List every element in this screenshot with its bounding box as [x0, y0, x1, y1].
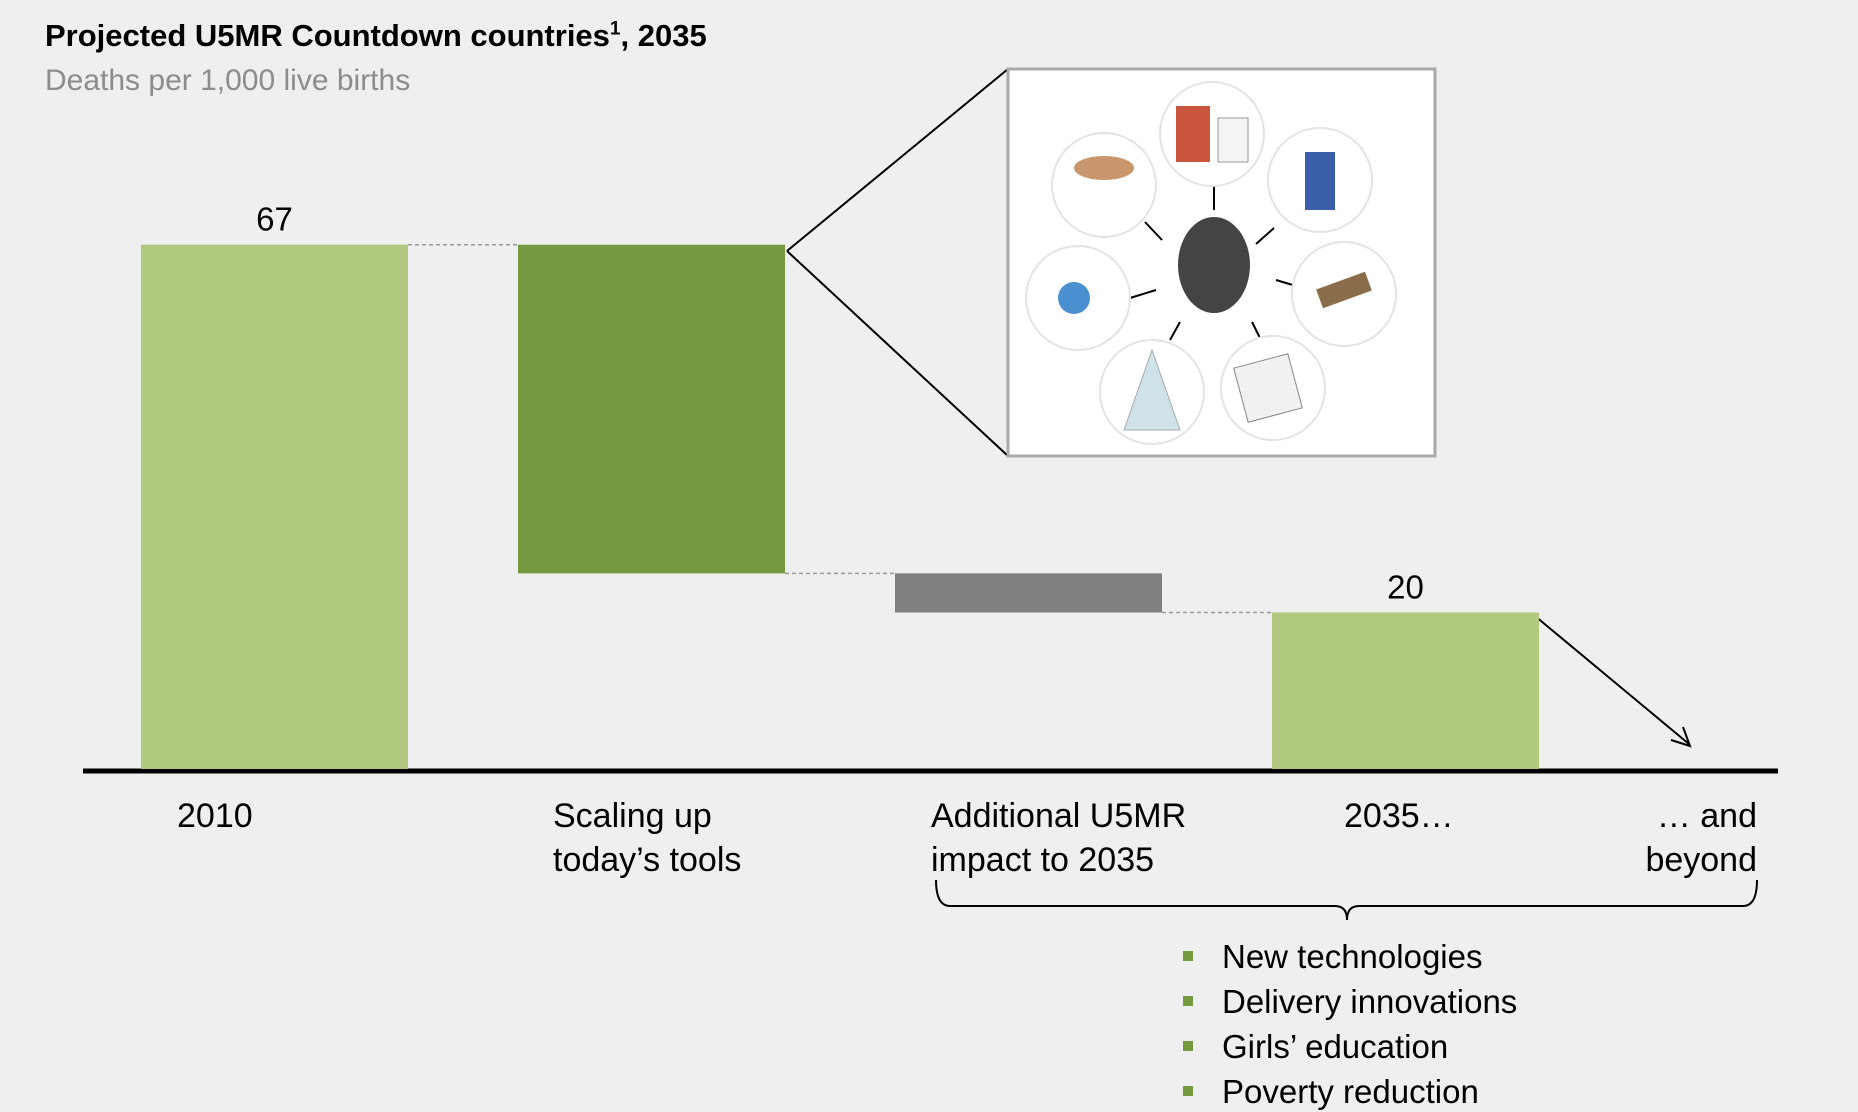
bar [518, 244, 785, 574]
title-text: Projected U5MR Countdown countries [45, 18, 610, 53]
chart-title: Projected U5MR Countdown countries1, 203… [45, 18, 707, 54]
bar [1272, 612, 1539, 769]
bar [895, 573, 1162, 613]
title-suffix: , 2035 [620, 18, 707, 53]
title-footnote: 1 [609, 18, 621, 40]
bar [141, 244, 408, 770]
chart-subtitle: Deaths per 1,000 live births [45, 64, 411, 97]
x-tick-label: Scaling up today’s tools [553, 797, 742, 879]
data-label: 20 [1387, 569, 1424, 606]
data-label: 67 [256, 201, 293, 238]
bullet-marker [1183, 1086, 1193, 1096]
bullet-text: Delivery innovations [1222, 983, 1518, 1020]
bullet-marker [1183, 951, 1193, 961]
bullet-marker [1183, 996, 1193, 1006]
x-tick-label: … and beyond [1645, 797, 1757, 879]
brace [935, 879, 1758, 921]
arrow-head [1670, 726, 1692, 748]
x-tick-label: 2010 [177, 797, 253, 835]
kit-panel [786, 67, 1437, 458]
bullet-text: Poverty reduction [1222, 1073, 1479, 1110]
x-tick-label: 2035… [1344, 797, 1454, 835]
bullet-marker [1183, 1041, 1193, 1051]
bullet-text: New technologies [1222, 938, 1483, 975]
x-tick-label: Additional U5MR impact to 2035 [931, 797, 1187, 879]
bullet-text: Girls’ education [1222, 1028, 1449, 1065]
beyond-arrow [1534, 615, 1690, 745]
